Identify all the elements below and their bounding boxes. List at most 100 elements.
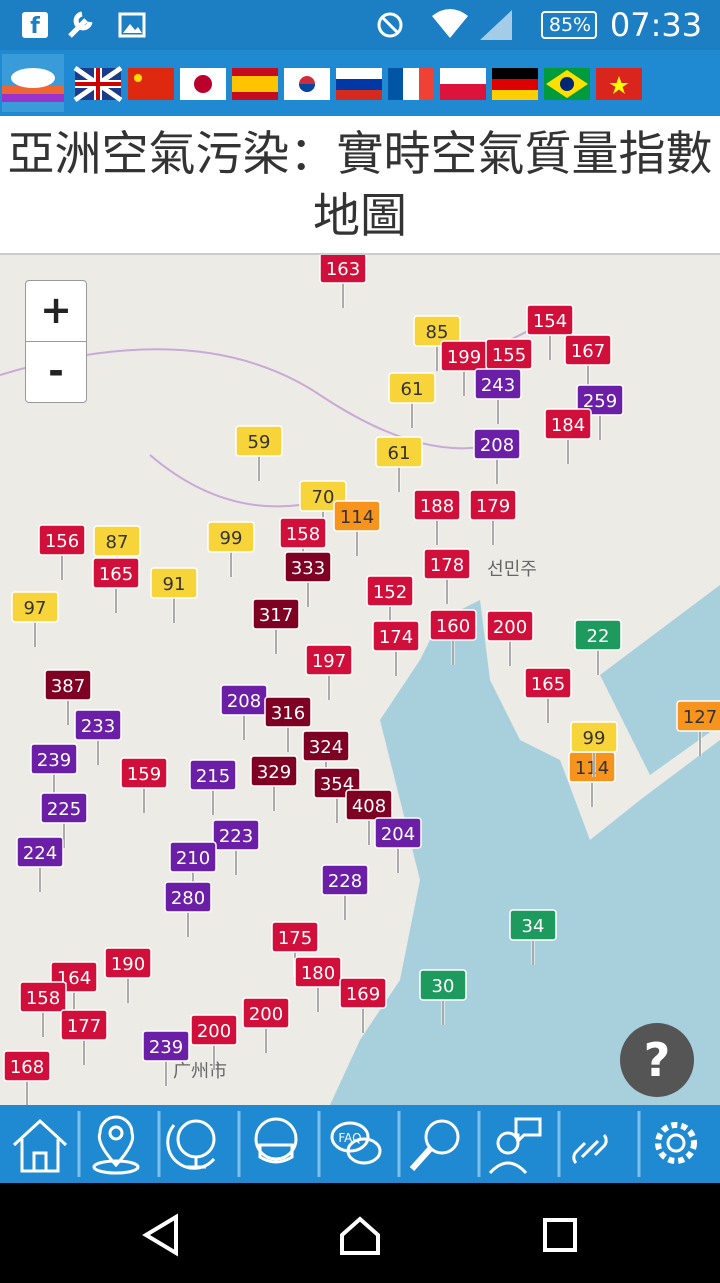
aqi-marker[interactable]: 158 — [19, 981, 67, 1037]
aqi-marker[interactable]: 204 — [374, 817, 422, 873]
aqi-value: 204 — [381, 824, 415, 845]
aqi-marker[interactable]: 223 — [212, 819, 260, 875]
aqi-marker[interactable]: 167 — [564, 334, 612, 390]
recents-button[interactable] — [543, 1218, 577, 1252]
aqi-marker[interactable]: 329 — [250, 755, 298, 811]
aqi-marker[interactable]: 333 — [284, 551, 332, 607]
aqi-marker[interactable]: 239 — [30, 743, 78, 799]
aqi-marker[interactable]: 200 — [242, 997, 290, 1053]
aqi-marker[interactable]: 197 — [305, 644, 353, 700]
aqi-marker[interactable]: 215 — [189, 759, 237, 815]
aqi-marker[interactable]: 200 — [190, 1014, 238, 1070]
location-button[interactable] — [92, 1115, 140, 1175]
aqi-marker[interactable]: 228 — [321, 864, 369, 920]
aqi-marker[interactable]: 99 — [207, 521, 255, 577]
aqi-marker[interactable]: 59 — [235, 425, 283, 481]
aqi-marker[interactable]: 159 — [120, 757, 168, 813]
aqi-marker[interactable]: 408 — [345, 789, 393, 845]
map[interactable]: 선민주 广州市 163 85 154 199 155 167 243 61 259 184 59 61 20… — [0, 255, 720, 1105]
aqi-marker[interactable]: 114 — [333, 500, 381, 556]
aqi-marker[interactable]: 224 — [16, 836, 64, 892]
search-button[interactable] — [409, 1119, 460, 1172]
aqi-marker[interactable]: 239 — [142, 1030, 190, 1086]
aqi-value: 354 — [320, 774, 354, 795]
settings-button[interactable] — [655, 1122, 697, 1164]
aqi-marker[interactable]: 177 — [60, 1009, 108, 1065]
aqi-marker[interactable]: 200 — [486, 610, 534, 666]
aqi-marker[interactable]: 165 — [92, 557, 140, 613]
aqi-marker[interactable]: 61 — [388, 372, 436, 428]
aqi-marker[interactable]: 165 — [524, 667, 572, 723]
aqi-marker[interactable]: 259 — [576, 384, 624, 440]
aqi-marker[interactable]: 208 — [473, 428, 521, 484]
aqi-marker[interactable]: 22 — [574, 619, 622, 675]
home-button[interactable] — [12, 1118, 68, 1173]
aqi-marker[interactable]: 184 — [544, 408, 592, 464]
aqi-marker[interactable]: 208 — [220, 684, 268, 740]
aqi-marker[interactable]: 85 — [413, 315, 461, 371]
aqi-marker[interactable]: 30 — [419, 969, 467, 1025]
aqi-marker[interactable]: 178 — [423, 548, 471, 604]
app-logo[interactable] — [11, 68, 55, 88]
aqi-marker[interactable]: 99 — [570, 721, 618, 777]
aqi-marker[interactable]: 280 — [164, 881, 212, 937]
aqi-value: 174 — [379, 627, 413, 648]
svg-text:f: f — [30, 14, 40, 39]
zoom-in-button[interactable]: + — [25, 280, 87, 342]
marker-box — [570, 721, 618, 753]
aqi-value: 34 — [522, 916, 545, 937]
aqi-value: 184 — [551, 415, 585, 436]
faq-button[interactable]: FAQ — [330, 1121, 382, 1165]
aqi-value: 165 — [99, 564, 133, 585]
page-title: 亞洲空氣污染：實時空氣質量指數地圖 — [7, 127, 713, 244]
aqi-value: 156 — [45, 531, 79, 552]
marker-box — [40, 792, 88, 824]
contact-button[interactable] — [488, 1117, 542, 1175]
aqi-marker[interactable]: 317 — [252, 598, 300, 654]
zoom-out-button[interactable]: - — [25, 341, 87, 403]
aqi-marker[interactable]: 154 — [526, 304, 574, 360]
aqi-marker[interactable]: 156 — [38, 524, 86, 580]
aqi-marker[interactable]: 174 — [372, 620, 420, 676]
aqi-marker[interactable]: 324 — [302, 730, 350, 786]
help-button[interactable]: ? — [620, 1023, 694, 1097]
svg-text:FAQ: FAQ — [338, 1131, 361, 1145]
aqi-marker[interactable]: 243 — [474, 368, 522, 424]
aqi-marker[interactable]: 188 — [413, 489, 461, 545]
aqi-marker[interactable]: 91 — [150, 567, 198, 623]
aqi-marker[interactable]: 233 — [74, 709, 122, 765]
aqi-marker[interactable]: 169 — [339, 977, 387, 1033]
navigation-bar — [0, 1183, 720, 1279]
aqi-marker[interactable]: 225 — [40, 792, 88, 848]
aqi-marker[interactable]: 387 — [44, 669, 92, 725]
marker-box — [74, 709, 122, 741]
aqi-marker[interactable]: 316 — [264, 696, 312, 752]
marker-box — [250, 755, 298, 787]
home-nav-button[interactable] — [340, 1216, 380, 1255]
back-button[interactable] — [142, 1213, 178, 1257]
aqi-marker[interactable]: 155 — [485, 338, 533, 394]
aqi-marker[interactable]: 190 — [104, 947, 152, 1003]
aqi-marker[interactable]: 175 — [271, 921, 319, 977]
aqi-marker[interactable]: 180 — [294, 956, 342, 1012]
aqi-marker[interactable]: 114 — [568, 751, 616, 807]
aqi-marker[interactable]: 168 — [3, 1050, 51, 1105]
globe-button[interactable] — [166, 1119, 216, 1170]
aqi-marker[interactable]: 97 — [11, 591, 59, 647]
mask-button[interactable] — [254, 1117, 298, 1164]
aqi-marker[interactable]: 34 — [509, 909, 557, 965]
marker-box — [19, 981, 67, 1013]
aqi-marker[interactable]: 160 — [429, 609, 477, 665]
aqi-value: 215 — [196, 766, 230, 787]
marker-box — [207, 521, 255, 553]
aqi-marker[interactable]: 163 — [319, 255, 367, 308]
flag-cn[interactable] — [128, 68, 174, 100]
aqi-value: 199 — [447, 347, 481, 368]
aqi-marker[interactable]: 179 — [469, 489, 517, 545]
aqi-marker[interactable]: 61 — [375, 436, 423, 492]
link-button[interactable] — [572, 1133, 608, 1165]
marker-box — [169, 841, 217, 873]
marker-box — [474, 368, 522, 400]
marker-box — [321, 864, 369, 896]
aqi-marker[interactable]: 127 — [676, 700, 720, 756]
